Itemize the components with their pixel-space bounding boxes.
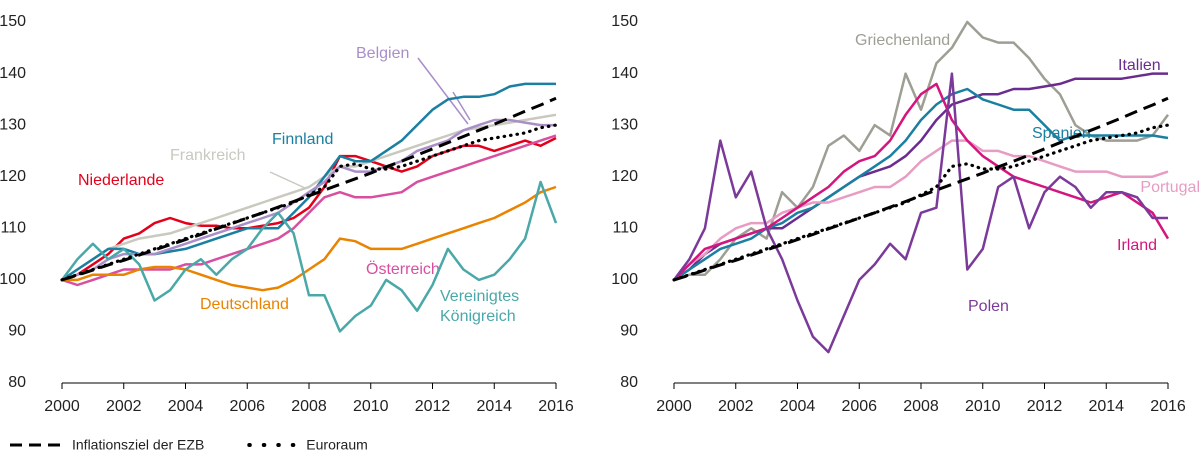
series-label: Finnland [272,131,333,148]
x-tick-label: 2016 [1150,398,1186,415]
series-label: Belgien [356,45,409,62]
x-tick-label: 2012 [415,398,451,415]
x-tick-label: 2010 [965,398,1001,415]
x-tick-label: 2010 [353,398,389,415]
arrow [417,57,469,125]
x-tick-label: 2008 [903,398,939,415]
y-tick-label: 110 [612,220,638,237]
x-tick-label: 2006 [841,398,877,415]
x-tick-label: 2000 [656,398,692,415]
y-tick-label: 140 [0,65,26,82]
series-line [673,96,1169,282]
series-label: Frankreich [170,147,246,164]
series-label: Spanien [1032,125,1091,142]
y-tick-label: 100 [0,271,26,288]
x-tick-label: 2004 [780,398,816,415]
y-tick-label: 120 [611,168,638,185]
series-line [61,136,557,282]
y-tick-label: 80 [8,374,26,391]
series-line [61,113,557,281]
series-line [673,20,1170,282]
x-tick-label: 2016 [538,398,574,415]
y-tick-label: 130 [611,116,638,133]
series-label: Polen [968,298,1009,315]
series-line [672,123,1170,282]
y-tick-label: 120 [0,168,26,185]
x-tick-label: 2008 [291,398,327,415]
x-tick-label: 2002 [718,398,754,415]
series-label: Vereinigtes Königreich [440,288,524,325]
x-tick-label: 2004 [168,398,204,415]
y-tick-label: 150 [0,13,26,30]
series-line [60,180,558,333]
series-label: Italien [1118,57,1161,74]
series-label: Irland [1117,237,1157,254]
series-line [673,82,1170,281]
series-label: Griechenland [855,32,950,49]
x-tick-label: 2002 [106,398,142,415]
series-line [672,72,1168,354]
series-label: Deutschland [200,296,289,313]
y-tick-label: 130 [0,116,26,133]
series-line [673,87,1169,281]
series-label: Österreich [366,260,440,278]
series-label: Portugal [1140,179,1200,196]
legend-label: Euroraum [306,437,367,453]
arrow [269,171,306,189]
x-tick-label: 2014 [476,398,512,415]
legend-label: Inflationsziel der EZB [72,437,204,453]
x-tick-label: 2014 [1088,398,1124,415]
y-tick-label: 80 [620,374,638,391]
y-tick-label: 100 [611,271,638,288]
series-line [673,139,1169,281]
series-line [62,185,557,292]
y-tick-label: 150 [611,13,638,30]
y-tick-label: 110 [0,220,26,237]
series-line [60,123,558,282]
y-tick-label: 140 [611,65,638,82]
x-tick-label: 2006 [229,398,265,415]
y-tick-label: 90 [620,323,638,340]
arrow [452,91,471,121]
series-label: Niederlande [78,172,164,189]
y-tick-label: 90 [8,323,26,340]
x-tick-label: 2000 [44,398,80,415]
x-tick-label: 2012 [1027,398,1063,415]
